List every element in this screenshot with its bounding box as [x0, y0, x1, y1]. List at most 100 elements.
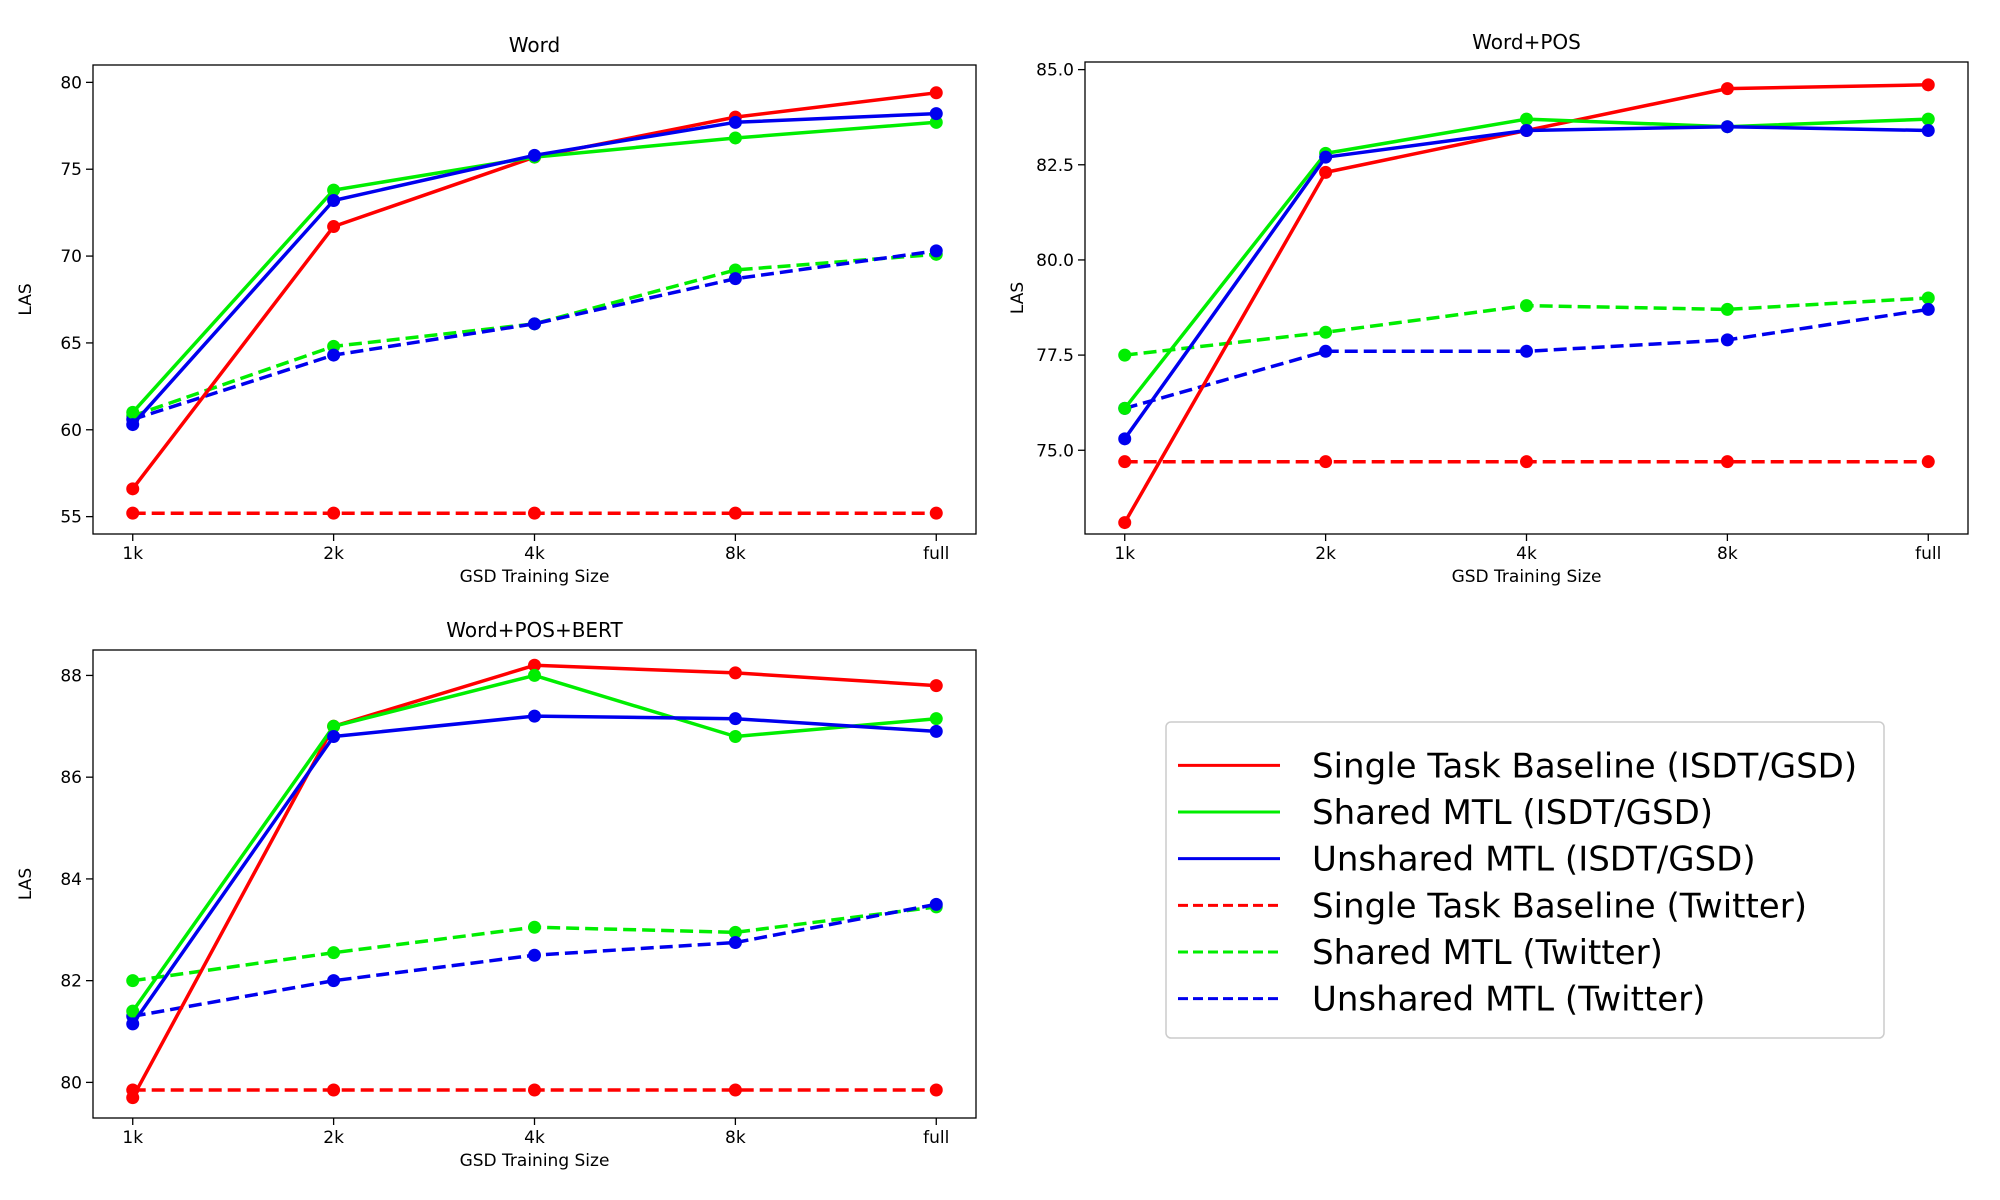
data-point [728, 712, 742, 726]
series-line [132, 249, 937, 422]
data-point [728, 729, 742, 743]
chart-panel-2: Word+POS 75.0 77.5 80.0 82.5 85.0 1k 2k 4k 8k full… [1008, 30, 1969, 587]
x-tick-label: 2k [323, 544, 344, 564]
x-tick-label: 4k [524, 1128, 545, 1148]
data-point [728, 925, 742, 939]
y-tick-label: 82 [60, 972, 82, 992]
x-axis-label: GSD Training Size [460, 1151, 610, 1171]
data-point [327, 729, 341, 743]
data-point [728, 115, 742, 129]
chart-panel-1: Word 55 60 65 70 75 80 1k 2k 4k 8k full GSD Training… [16, 33, 977, 587]
data-point [728, 131, 742, 145]
series-line [1124, 307, 1929, 411]
data-point [528, 709, 541, 723]
y-tick-label: 75 [60, 160, 82, 180]
y-tick-label: 82.5 [1036, 156, 1074, 176]
legend-entry-label: Shared MTL (ISDT/GSD) [1312, 793, 1713, 833]
data-point [929, 86, 943, 100]
data-point [126, 482, 140, 496]
plot-area-frame [92, 64, 977, 535]
data-point [1921, 291, 1935, 305]
data-point [126, 506, 140, 520]
data-point [929, 679, 943, 693]
data-point [126, 418, 140, 432]
data-point [528, 148, 541, 162]
data-point [327, 974, 341, 988]
data-point [528, 1083, 541, 1097]
data-point [126, 1091, 140, 1105]
data-point [728, 506, 742, 520]
data-point [1520, 124, 1533, 138]
data-point [528, 506, 541, 520]
data-point [528, 658, 541, 672]
y-axis-label: LAS [16, 868, 36, 900]
x-tick-label: full [923, 544, 949, 564]
x-tick-label: full [923, 1128, 949, 1148]
data-point [1118, 516, 1132, 530]
data-point [528, 668, 541, 682]
data-point [1118, 432, 1132, 446]
data-point [1118, 348, 1132, 362]
legend-entry-label: Unshared MTL (Twitter) [1312, 980, 1705, 1020]
data-point [327, 1083, 341, 1097]
y-tick-label: 75.0 [1036, 441, 1074, 461]
y-tick-label: 85.0 [1036, 61, 1074, 81]
x-tick-label: 8k [1717, 544, 1738, 564]
data-point [327, 506, 341, 520]
data-point [929, 724, 943, 738]
data-point [929, 897, 943, 911]
y-tick-label: 88 [60, 666, 82, 686]
data-point [528, 948, 541, 962]
data-point [1720, 82, 1734, 96]
data-point [528, 317, 541, 331]
y-tick-label: 77.5 [1036, 346, 1074, 366]
data-point [728, 666, 742, 680]
data-point [1921, 112, 1935, 126]
series-line [132, 252, 937, 418]
data-point [929, 107, 943, 121]
data-point [1520, 455, 1533, 469]
x-tick-label: 2k [1315, 544, 1336, 564]
data-point [1921, 78, 1935, 92]
legend-box [1165, 721, 1885, 1039]
data-point [1921, 124, 1935, 138]
data-point [728, 272, 742, 286]
y-tick-label: 84 [60, 870, 82, 890]
x-tick-label: 4k [1516, 544, 1537, 564]
data-point [528, 920, 541, 934]
y-tick-label: 80.0 [1036, 251, 1074, 271]
legend-entry-label: Single Task Baseline (Twitter) [1312, 886, 1807, 926]
data-point [1720, 302, 1734, 316]
legend-entry-label: Single Task Baseline (ISDT/GSD) [1312, 746, 1857, 786]
x-tick-label: 2k [323, 1128, 344, 1148]
x-tick-label: 1k [122, 544, 143, 564]
panel-title: Word+POS+BERT [446, 618, 623, 642]
data-point [327, 193, 341, 207]
data-point [1720, 333, 1734, 347]
data-point [1921, 302, 1935, 316]
data-point [929, 712, 943, 726]
data-point [327, 220, 341, 234]
x-tick-label: 8k [725, 544, 746, 564]
data-point [126, 1017, 140, 1031]
x-tick-label: full [1915, 544, 1941, 564]
data-point [1319, 150, 1333, 164]
data-point [1319, 325, 1333, 339]
data-point [929, 244, 943, 258]
data-point [327, 183, 341, 197]
data-point [327, 946, 341, 960]
series-line [131, 714, 937, 1025]
chart-panel-3: Word+POS+BERT 80 82 84 86 88 1k 2k 4k 8k full GSD T… [16, 618, 977, 1171]
data-point [728, 936, 742, 949]
data-point [126, 405, 140, 419]
series-line [132, 905, 937, 983]
data-point [929, 1083, 943, 1097]
data-point [1319, 165, 1333, 179]
data-point [1118, 401, 1132, 415]
data-point [126, 974, 140, 988]
y-tick-label: 80 [60, 73, 82, 93]
data-point [1319, 344, 1333, 358]
x-tick-label: 4k [524, 544, 545, 564]
legend-entry-label: Unshared MTL (ISDT/GSD) [1312, 840, 1756, 880]
